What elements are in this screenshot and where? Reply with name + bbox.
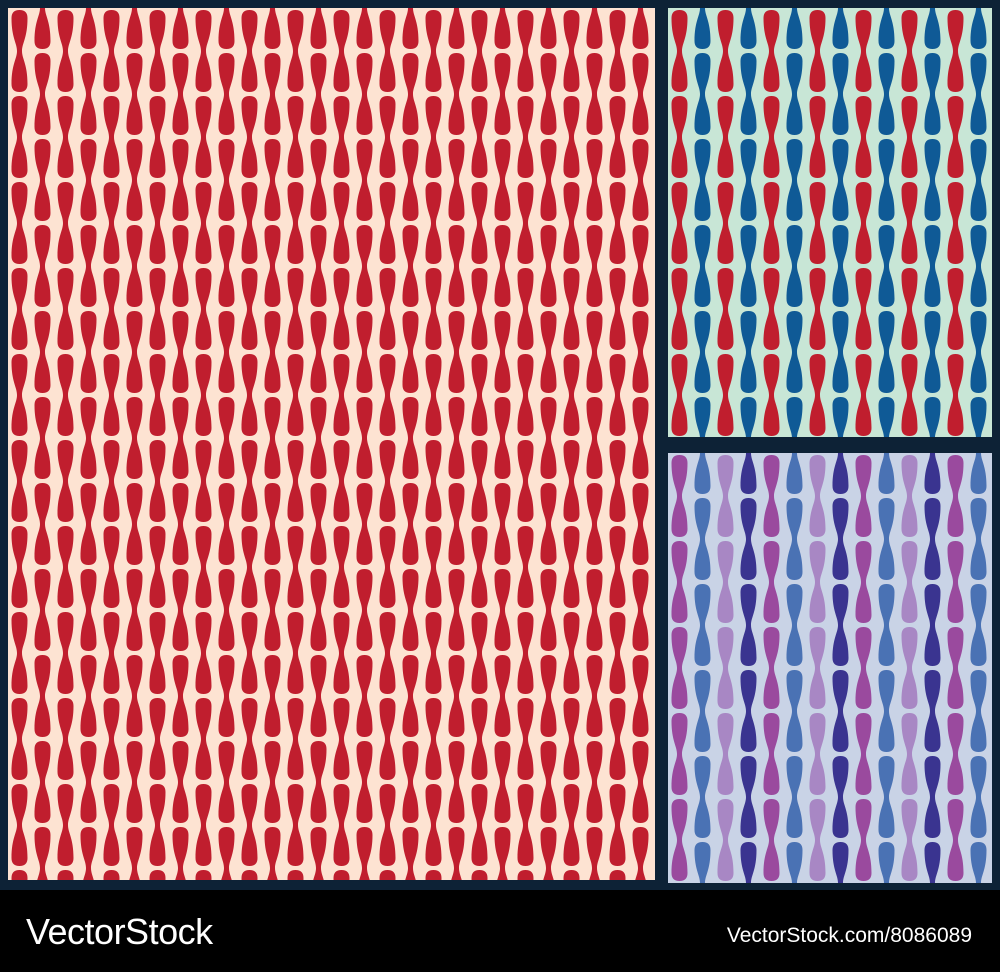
footer xyxy=(0,890,1000,972)
pattern-panel xyxy=(668,8,992,437)
image-id: VectorStock.com/8086089 xyxy=(727,924,972,947)
pattern-panel xyxy=(668,453,992,883)
brand: VectorStock xyxy=(26,911,214,952)
pattern-panel xyxy=(8,8,655,880)
